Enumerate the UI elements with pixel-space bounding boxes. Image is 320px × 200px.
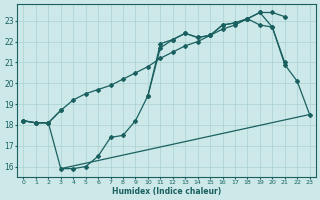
X-axis label: Humidex (Indice chaleur): Humidex (Indice chaleur)	[112, 187, 221, 196]
